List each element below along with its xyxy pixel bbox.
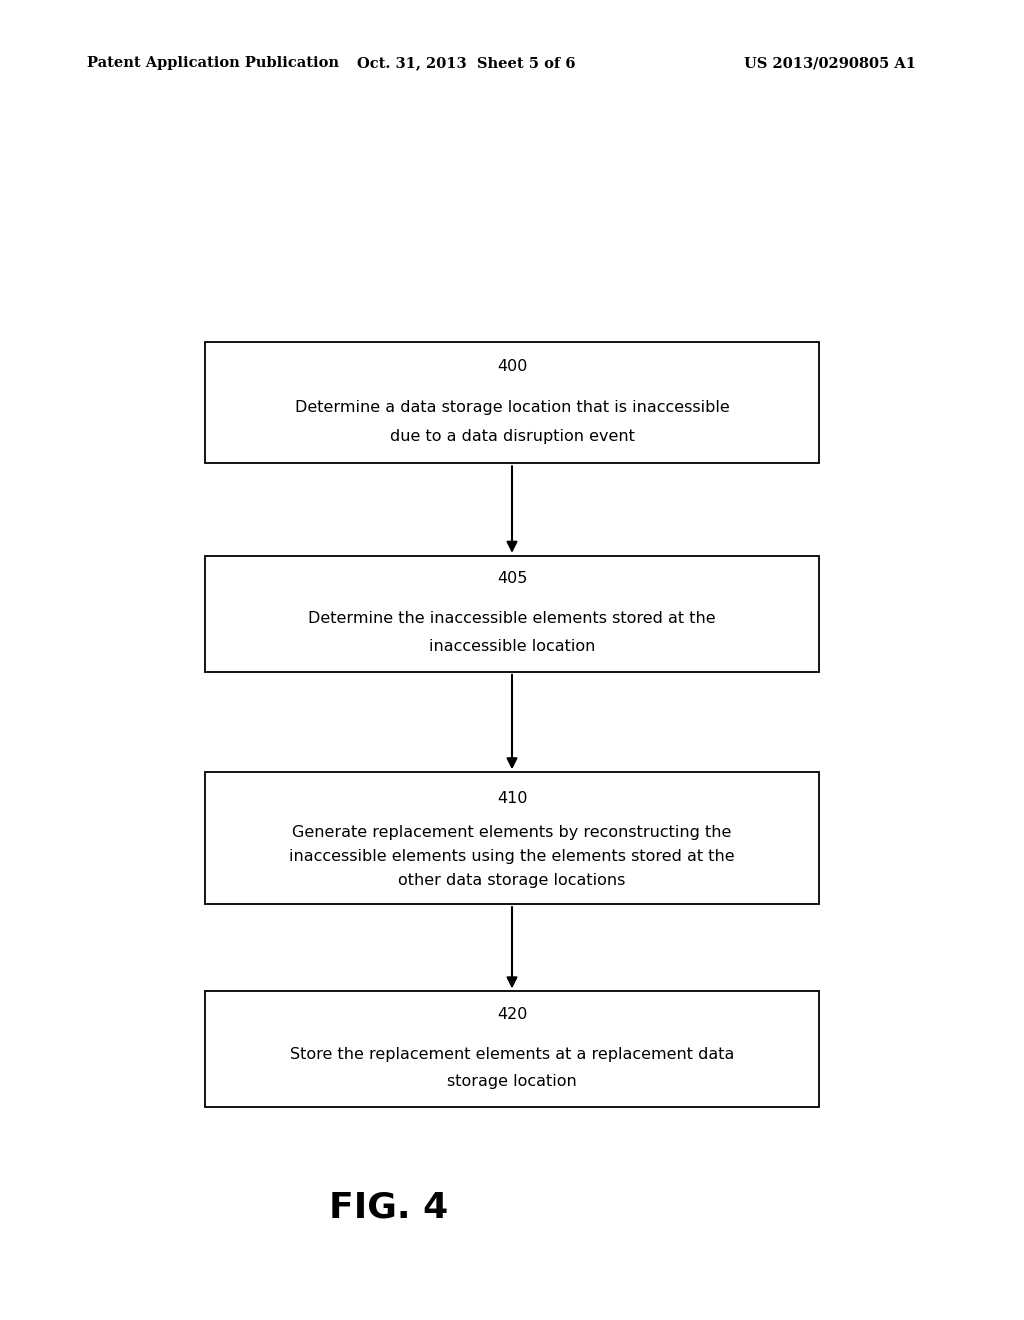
Text: Store the replacement elements at a replacement data: Store the replacement elements at a repl…: [290, 1047, 734, 1061]
Bar: [205, 556, 819, 672]
Text: Oct. 31, 2013  Sheet 5 of 6: Oct. 31, 2013 Sheet 5 of 6: [356, 57, 575, 70]
Text: Generate replacement elements by reconstructing the: Generate replacement elements by reconst…: [292, 825, 732, 841]
Text: inaccessible location: inaccessible location: [429, 639, 595, 653]
Text: 410: 410: [497, 791, 527, 807]
Text: storage location: storage location: [447, 1074, 577, 1089]
Bar: [205, 991, 819, 1107]
Text: Determine the inaccessible elements stored at the: Determine the inaccessible elements stor…: [308, 611, 716, 626]
Text: inaccessible elements using the elements stored at the: inaccessible elements using the elements…: [289, 849, 735, 865]
Text: other data storage locations: other data storage locations: [398, 873, 626, 888]
Text: US 2013/0290805 A1: US 2013/0290805 A1: [744, 57, 916, 70]
Text: Patent Application Publication: Patent Application Publication: [87, 57, 339, 70]
Bar: [205, 342, 819, 463]
Text: FIG. 4: FIG. 4: [330, 1191, 449, 1225]
Text: 405: 405: [497, 572, 527, 586]
Bar: [205, 772, 819, 904]
Text: 420: 420: [497, 1007, 527, 1022]
Text: Determine a data storage location that is inaccessible: Determine a data storage location that i…: [295, 400, 729, 414]
Text: due to a data disruption event: due to a data disruption event: [389, 429, 635, 444]
Text: 400: 400: [497, 359, 527, 374]
